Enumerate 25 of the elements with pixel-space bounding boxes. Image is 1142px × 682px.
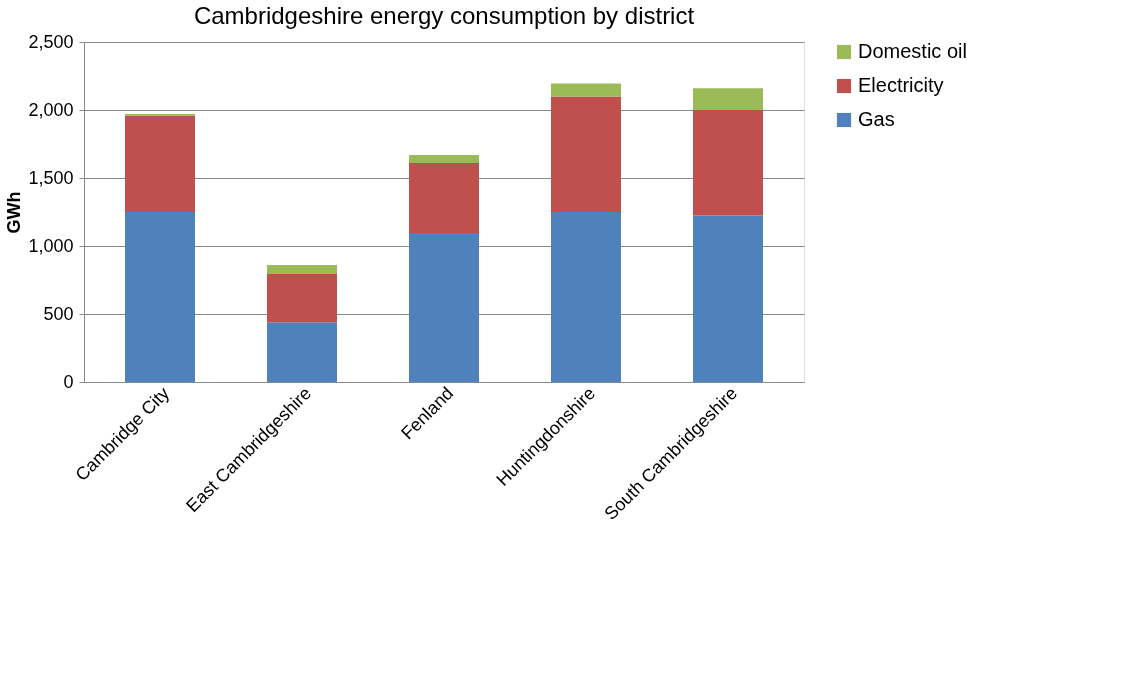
legend-label: Gas (858, 108, 895, 130)
y-tick-label: 2,000 (28, 99, 74, 120)
bar (125, 115, 195, 212)
bar (409, 154, 479, 164)
bar (693, 110, 763, 216)
bar (267, 273, 337, 323)
y-tick-label: 2,500 (28, 31, 74, 52)
y-tick-label: 1,000 (28, 235, 74, 256)
legend-label: Domestic oil (858, 40, 967, 62)
y-tick-label: 0 (63, 371, 74, 392)
bar (267, 322, 337, 382)
legend-label: Electricity (858, 74, 944, 96)
bar (551, 83, 621, 97)
y-axis-title: GWh (4, 191, 25, 234)
y-tick-label: 1,500 (28, 167, 74, 188)
bar (125, 212, 195, 382)
bar (693, 88, 763, 110)
bar (267, 265, 337, 274)
bar (409, 233, 479, 382)
bar (409, 163, 479, 234)
chart-title: Cambridgeshire energy consumption by district (193, 2, 695, 29)
y-tick-label: 500 (43, 303, 74, 324)
bar (551, 96, 621, 212)
bar (693, 215, 763, 382)
bar (551, 212, 621, 382)
